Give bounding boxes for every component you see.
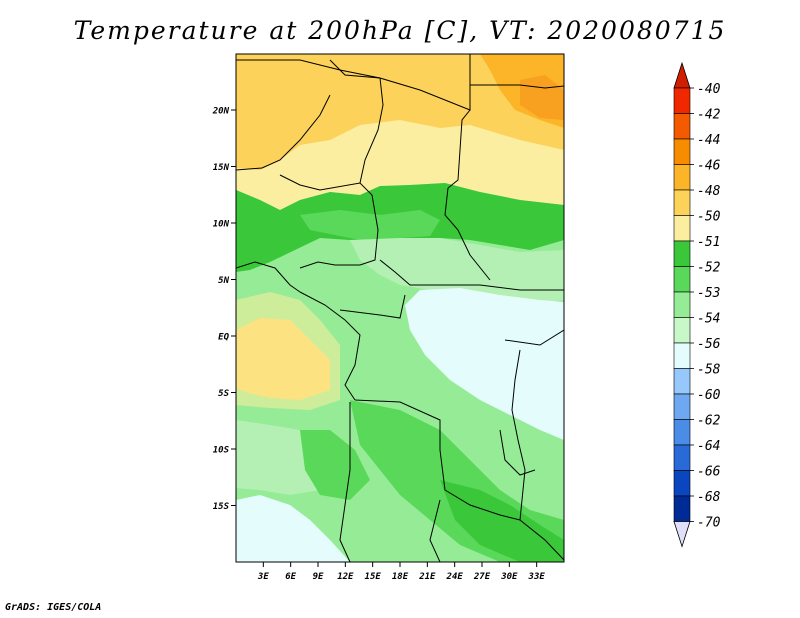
colorbar-segment xyxy=(673,215,691,242)
colorbar-segment xyxy=(673,266,691,293)
colorbar-segment xyxy=(673,87,691,114)
y-tick-label: 5S xyxy=(218,389,229,399)
colorbar-segment xyxy=(673,189,691,216)
colorbar-label: -46 xyxy=(697,159,721,174)
country-borders xyxy=(236,54,564,562)
colorbar-segment xyxy=(673,470,691,497)
x-tick-label: 18E xyxy=(392,572,409,582)
colorbar-segment xyxy=(673,495,691,522)
x-tick-label: 6E xyxy=(285,572,296,582)
colorbar-label: -58 xyxy=(697,363,721,378)
colorbar-segment xyxy=(673,342,691,369)
y-tick-label: 10N xyxy=(213,220,230,230)
latitude-axis: 20N 15N 10N 5N EQ 5S 10S 15S xyxy=(212,107,236,512)
colorbar-label: -56 xyxy=(697,337,721,352)
y-tick-label: 20N xyxy=(212,107,230,117)
colorbar-segment xyxy=(673,444,691,471)
colorbar-label: -66 xyxy=(697,465,721,480)
colorbar-label: -50 xyxy=(697,210,721,225)
colorbar-segment xyxy=(673,113,691,140)
colorbar-label: -54 xyxy=(697,312,720,327)
colorbar-segment xyxy=(673,291,691,318)
x-tick-label: 27E xyxy=(473,572,491,582)
x-tick-label: 24E xyxy=(446,572,464,582)
colorbar-label: -51 xyxy=(697,235,720,250)
colorbar-label: -68 xyxy=(697,490,721,505)
map-title: Temperature at 200hPa [C], VT: 202008071… xyxy=(73,16,727,45)
colorbar-label: -60 xyxy=(697,388,721,403)
colorbar-label: -48 xyxy=(697,184,721,199)
colorbar-segment xyxy=(673,317,691,344)
y-tick-label: 15N xyxy=(213,163,230,173)
colorbar-label: -62 xyxy=(697,414,721,429)
y-tick-label: EQ xyxy=(218,333,229,343)
colorbar-label: -64 xyxy=(697,439,720,454)
x-tick-label: 9E xyxy=(313,572,324,582)
temperature-field xyxy=(236,54,564,562)
y-tick-label: 15S xyxy=(213,502,230,512)
colorbar-label: -70 xyxy=(697,516,721,531)
x-tick-label: 30E xyxy=(500,572,518,582)
colorbar-legend: -40 -42 -44 -46 -48 -50 -51 -52 -53 -54 -56 -58 -60 -… xyxy=(673,61,721,548)
colorbar-label: -44 xyxy=(697,133,720,148)
y-tick-label: 5N xyxy=(218,276,229,286)
colorbar-label: -40 xyxy=(697,82,721,97)
x-tick-label: 33E xyxy=(528,572,546,582)
colorbar-segment xyxy=(673,164,691,191)
x-tick-label: 15E xyxy=(365,572,382,582)
colorbar-label: -42 xyxy=(697,108,721,123)
colorbar-label: -53 xyxy=(697,286,720,301)
x-tick-label: 21E xyxy=(418,572,436,582)
colorbar-segment xyxy=(673,393,691,420)
colorbar-top-arrow xyxy=(673,61,691,89)
colorbar-label: -52 xyxy=(697,261,721,276)
x-tick-label: 3E xyxy=(257,572,269,582)
colorbar-segment xyxy=(673,368,691,395)
longitude-axis: 3E 6E 9E 12E 15E 18E 21E 24E 27E 30E 33E xyxy=(257,562,545,582)
colorbar-segment xyxy=(673,419,691,446)
colorbar-bottom-arrow xyxy=(673,521,691,548)
x-tick-label: 12E xyxy=(337,572,354,582)
y-tick-label: 10S xyxy=(213,446,230,456)
grads-credit: GrADS: IGES/COLA xyxy=(5,602,102,613)
colorbar-segment xyxy=(673,138,691,165)
colorbar-segment xyxy=(673,240,691,267)
